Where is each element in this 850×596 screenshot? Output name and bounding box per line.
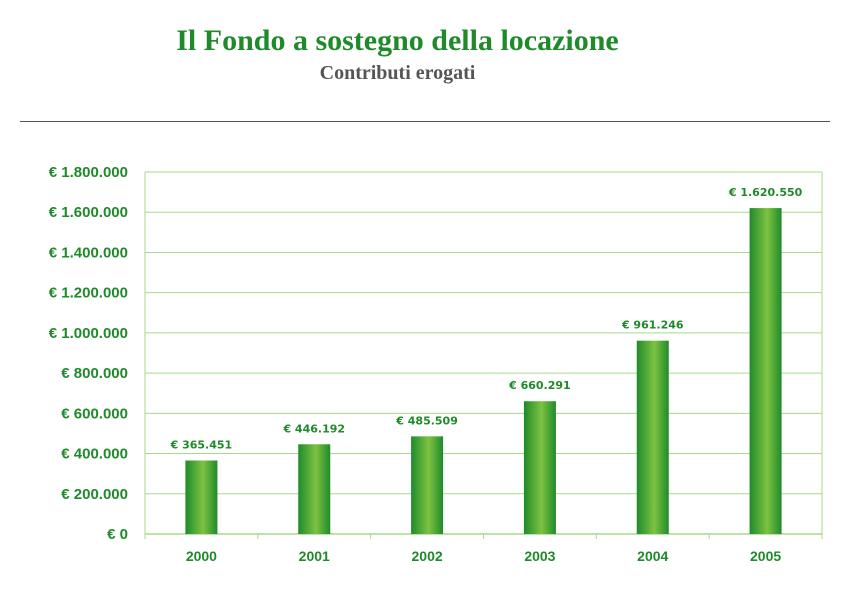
y-tick-label: € 1.000.000	[49, 325, 128, 342]
x-tick-label: 2000	[186, 548, 217, 564]
bars	[185, 208, 782, 534]
bar	[298, 444, 331, 534]
labels: € 0 € 200.000 € 400.000 € 600.000 € 800.000 €…	[49, 164, 803, 564]
bar	[636, 340, 669, 534]
x-tick-label: 2003	[524, 548, 555, 564]
bar	[185, 460, 218, 534]
x-tick-label: 2002	[412, 548, 443, 564]
data-label: € 660.291	[508, 379, 571, 392]
y-tick-label: € 1.600.000	[49, 204, 128, 221]
chart-subtitle: Contributi erogati	[319, 62, 476, 84]
y-tick-label: € 400.000	[61, 446, 128, 463]
bar	[523, 401, 556, 534]
x-tick-label: 2001	[299, 548, 330, 564]
y-tick-label: € 200.000	[61, 486, 128, 503]
data-label: € 961.246	[621, 319, 684, 332]
y-tick-label: € 800.000	[61, 365, 128, 382]
grid-lines	[145, 171, 822, 495]
data-label: € 446.192	[282, 422, 345, 435]
y-tick-label: € 1.400.000	[49, 244, 128, 261]
y-tick-label: € 1.200.000	[49, 285, 128, 302]
x-tick-label: 2005	[750, 548, 781, 564]
y-tick-label: € 600.000	[61, 405, 128, 422]
data-label: € 485.509	[395, 414, 458, 427]
axes	[144, 172, 823, 539]
y-tick-label: € 1.800.000	[49, 164, 128, 181]
y-tick-label: € 0	[107, 526, 128, 543]
chart-title: Il Fondo a sostegno della locazione	[176, 24, 619, 57]
title-divider	[20, 121, 830, 122]
bar	[749, 208, 782, 534]
bar	[411, 436, 444, 534]
data-label: € 1.620.550	[728, 186, 803, 199]
data-label: € 365.451	[170, 439, 233, 452]
x-tick-label: 2004	[637, 548, 668, 564]
